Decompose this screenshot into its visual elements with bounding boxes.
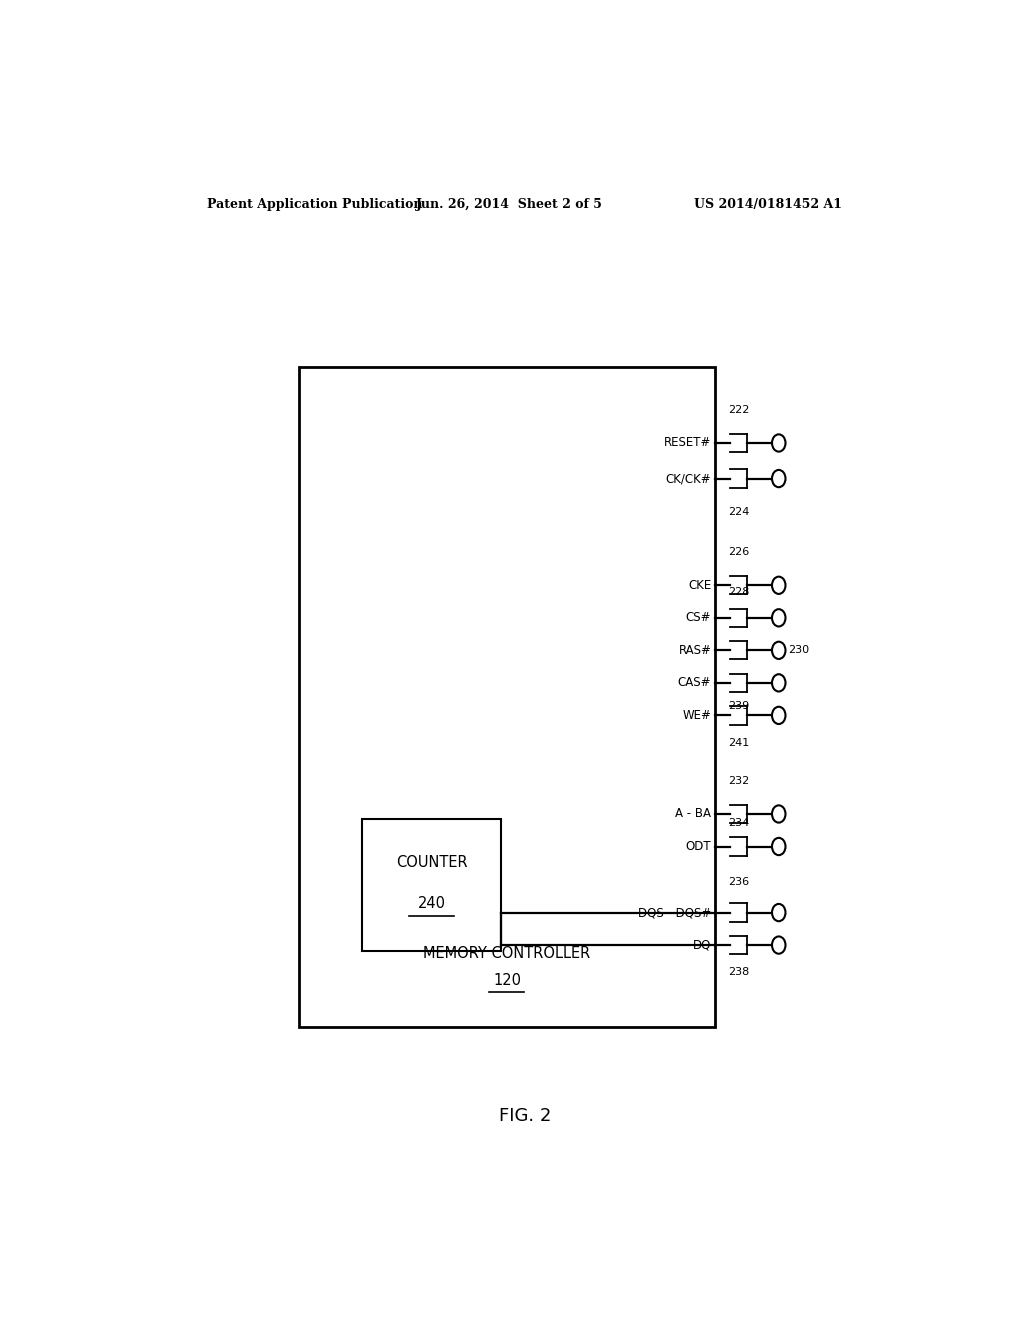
Text: COUNTER: COUNTER [395, 855, 467, 870]
Text: CKE: CKE [688, 578, 712, 591]
Text: 240: 240 [418, 896, 445, 911]
Text: A - BA: A - BA [675, 808, 712, 821]
Text: FIG. 2: FIG. 2 [499, 1107, 551, 1125]
Text: 234: 234 [728, 818, 750, 828]
Text: RESET#: RESET# [664, 437, 712, 450]
Text: 120: 120 [493, 973, 521, 989]
Text: 241: 241 [728, 738, 750, 747]
Text: 232: 232 [728, 776, 750, 785]
Text: 228: 228 [728, 587, 750, 598]
Text: CS#: CS# [686, 611, 712, 624]
Text: 236: 236 [728, 878, 750, 887]
Text: CAS#: CAS# [678, 676, 712, 689]
Text: DQS - DQS#: DQS - DQS# [638, 906, 712, 919]
Text: 230: 230 [788, 645, 809, 655]
Text: DQ: DQ [693, 939, 712, 952]
Bar [362, 818, 501, 952]
Text: Jun. 26, 2014  Sheet 2 of 5: Jun. 26, 2014 Sheet 2 of 5 [416, 198, 602, 211]
Text: RAS#: RAS# [679, 644, 712, 657]
Text: WE#: WE# [682, 709, 712, 722]
Bar [299, 367, 716, 1027]
Text: Patent Application Publication: Patent Application Publication [207, 198, 423, 211]
Text: MEMORY CONTROLLER: MEMORY CONTROLLER [423, 945, 591, 961]
Text: 224: 224 [728, 507, 750, 517]
Text: 238: 238 [728, 968, 750, 977]
Text: US 2014/0181452 A1: US 2014/0181452 A1 [694, 198, 842, 211]
Text: ODT: ODT [686, 840, 712, 853]
Text: 239: 239 [728, 701, 750, 711]
Text: CK/CK#: CK/CK# [666, 473, 712, 484]
Text: 226: 226 [728, 546, 750, 557]
Text: 222: 222 [728, 404, 750, 414]
